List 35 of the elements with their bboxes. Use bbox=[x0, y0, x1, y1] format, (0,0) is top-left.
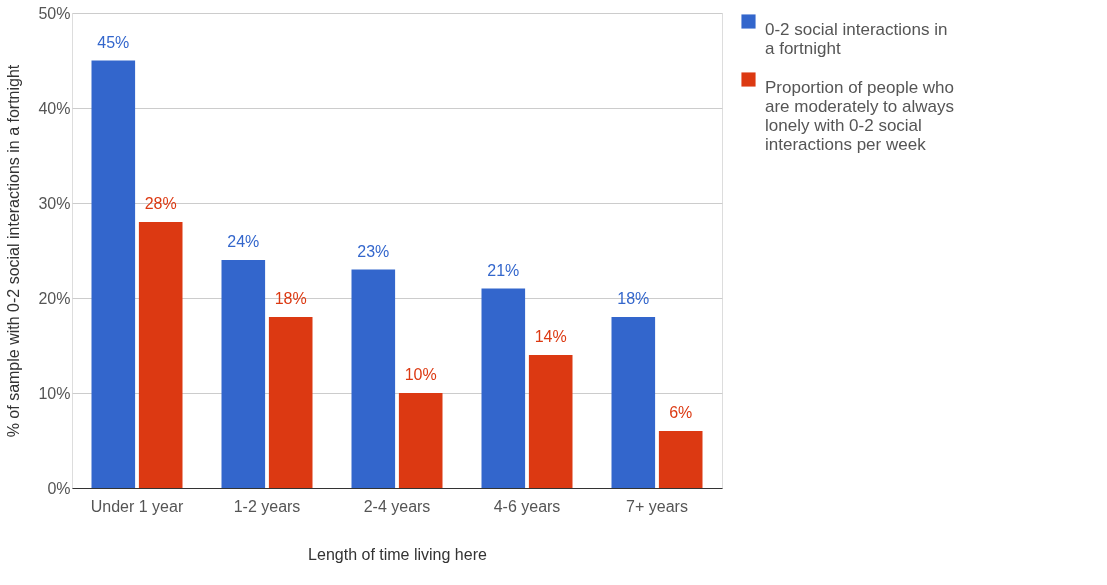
y-tick-label: 0% bbox=[47, 479, 71, 497]
bar bbox=[268, 317, 313, 488]
data-label: 6% bbox=[669, 404, 693, 421]
y-axis-title: % of sample with 0-2 social interactions in a fortnight bbox=[5, 64, 23, 438]
x-tick-label: 4-6 years bbox=[493, 497, 561, 515]
bar bbox=[611, 317, 656, 488]
x-tick-label: 7+ years bbox=[626, 497, 688, 515]
bar bbox=[528, 355, 573, 488]
bar bbox=[351, 269, 396, 488]
data-label: 18% bbox=[274, 290, 307, 307]
y-tick-label: 30% bbox=[38, 194, 71, 212]
data-label: 14% bbox=[534, 328, 567, 345]
y-tick-label: 20% bbox=[38, 289, 71, 307]
bar bbox=[658, 431, 703, 488]
bar bbox=[398, 393, 443, 488]
x-tick-label: 1-2 years bbox=[233, 497, 301, 515]
bar bbox=[91, 60, 136, 488]
bar bbox=[481, 288, 526, 488]
legend-label: 0-2 social interactions in a fortnight bbox=[765, 19, 948, 58]
data-label: 10% bbox=[404, 366, 437, 383]
legend-label: Proportion of people who are moderately to always lonely with 0-2 social interactions per week bbox=[765, 77, 955, 154]
x-tick-label: 2-4 years bbox=[363, 497, 431, 515]
data-label: 28% bbox=[144, 195, 177, 212]
y-tick-label: 40% bbox=[38, 99, 71, 117]
data-label: 18% bbox=[617, 290, 650, 307]
x-axis-title: Length of time living here bbox=[308, 545, 487, 563]
data-label: 45% bbox=[97, 33, 130, 51]
data-label: 21% bbox=[487, 261, 520, 279]
x-tick-label: Under 1 year bbox=[90, 497, 184, 515]
y-tick-label: 50% bbox=[38, 4, 71, 22]
data-label: 23% bbox=[357, 242, 390, 260]
bar bbox=[138, 222, 183, 488]
bar bbox=[221, 260, 266, 488]
y-tick-label: 10% bbox=[38, 384, 71, 402]
data-label: 24% bbox=[227, 233, 260, 250]
